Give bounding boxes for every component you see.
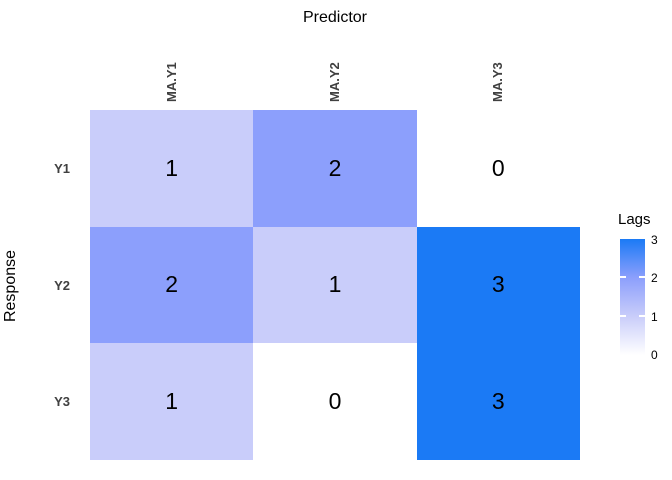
legend-tick-label-2: 2 [651,271,658,285]
heatmap-cell-Y1-MA.Y1: 1 [90,110,254,227]
legend-gradient-bar [620,239,645,355]
legend-title: Lags [618,211,651,228]
y-tick-label-y2: Y2 [54,278,70,293]
x-axis-title: Predictor [302,9,368,26]
x-tick-label-ma-y1: MA.Y1 [164,62,179,102]
x-tick-label-ma-y3: MA.Y3 [490,62,505,102]
heatmap-cell-Y3-MA.Y2: 0 [253,343,417,460]
heatmap-cell-Y1-MA.Y2: 2 [253,110,417,227]
legend-tick-mark [639,276,645,278]
x-tick-label-ma-y2: MA.Y2 [327,62,342,102]
y-axis-title: Response [2,249,19,323]
legend-tick-mark [620,315,626,317]
legend-tick-label-1: 1 [651,310,658,324]
heatmap-cell-Y2-MA.Y1: 2 [90,226,254,344]
heatmap-cell-Y2-MA.Y3: 3 [416,226,580,344]
y-tick-label-y3: Y3 [54,394,70,409]
heatmap-cell-Y3-MA.Y1: 1 [90,343,254,460]
heatmap-cell-Y1-MA.Y3: 0 [416,110,580,227]
heatmap-cell-Y3-MA.Y3: 3 [416,343,580,460]
legend-tick-mark [639,315,645,317]
legend-tick-mark [620,276,626,278]
heatmap-cell-Y2-MA.Y2: 1 [253,226,417,344]
y-tick-label-y1: Y1 [54,161,70,176]
legend-tick-label-0: 0 [651,348,658,362]
legend-tick-label-3: 3 [651,233,658,247]
